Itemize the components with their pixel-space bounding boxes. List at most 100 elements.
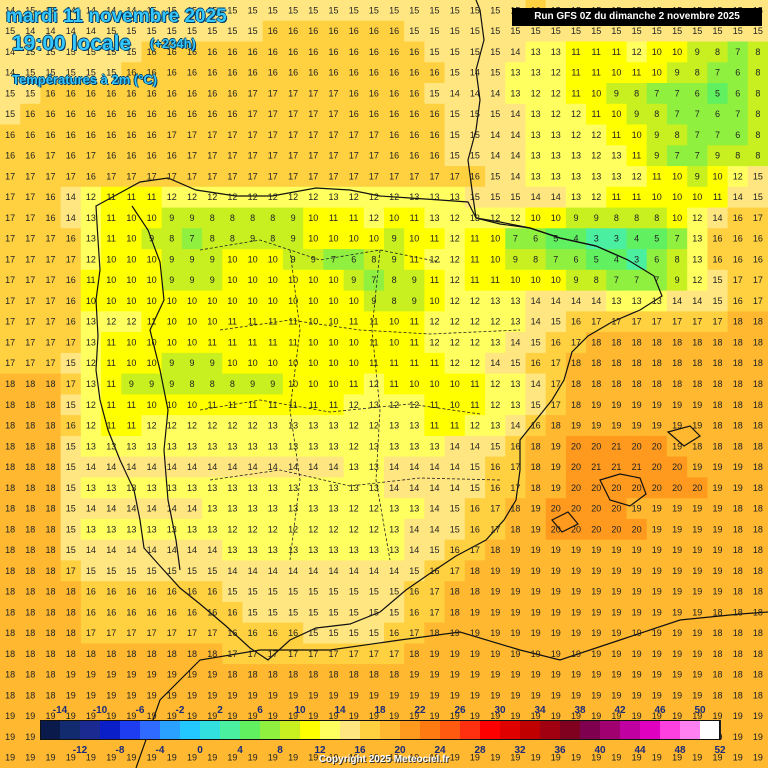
temp-cell — [363, 186, 385, 209]
temp-cell — [525, 601, 547, 624]
temp-value: 11 — [369, 317, 378, 327]
temp-value: 16 — [126, 109, 136, 119]
temp-value: 14 — [167, 504, 177, 514]
temp-value: 11 — [349, 213, 358, 223]
temp-value: 14 — [510, 47, 520, 57]
temp-value: 12 — [207, 192, 217, 202]
temp-cell — [343, 207, 365, 229]
temp-value: 19 — [531, 587, 541, 597]
temp-value: 18 — [531, 441, 541, 451]
temp-cell — [20, 705, 41, 728]
temp-value: 19 — [187, 690, 197, 700]
temp-value: 16 — [733, 296, 743, 306]
temp-value: 7 — [735, 47, 740, 57]
temp-cell — [606, 332, 628, 354]
temp-value: 15 — [187, 5, 197, 15]
temp-value: 16 — [25, 109, 35, 119]
temp-cell — [485, 498, 506, 520]
temp-cell — [606, 643, 628, 665]
temp-cell — [666, 435, 688, 458]
temp-value: 16 — [409, 109, 419, 119]
temp-cell — [0, 62, 21, 84]
temp-value: 12 — [369, 504, 379, 514]
temp-cell — [222, 249, 244, 271]
temp-value: 13 — [268, 483, 278, 493]
temp-cell — [121, 560, 143, 582]
temp-cell — [626, 269, 648, 292]
temp-cell — [424, 166, 446, 188]
temp-cell — [626, 62, 648, 84]
temp-value: 16 — [126, 68, 136, 78]
temp-value: 18 — [591, 358, 601, 368]
temp-cell — [202, 145, 223, 167]
temp-value: 15 — [450, 5, 460, 15]
temp-cell — [404, 539, 425, 562]
temp-cell — [545, 456, 567, 478]
temp-value: 17 — [349, 649, 359, 659]
temp-cell — [121, 622, 143, 645]
temp-value: 12 — [349, 421, 359, 431]
temp-value: 19 — [632, 711, 642, 721]
temp-cell — [606, 103, 628, 126]
legend-swatch — [300, 720, 321, 740]
temp-cell — [525, 456, 547, 478]
temp-cell — [80, 103, 102, 126]
temp-cell — [242, 228, 264, 250]
temp-cell — [505, 622, 527, 645]
temp-cell — [101, 685, 122, 707]
temp-value: 15 — [450, 130, 460, 140]
temp-cell — [747, 664, 768, 686]
temp-cell — [80, 601, 102, 624]
temp-cell — [525, 186, 547, 209]
temp-value: 15 — [551, 26, 561, 36]
temp-value: 10 — [369, 234, 379, 244]
temp-value: 16 — [409, 607, 419, 617]
temp-value: 14 — [531, 296, 541, 306]
temp-value: 19 — [591, 545, 601, 555]
temp-value: 15 — [652, 26, 662, 36]
temp-value: 16 — [187, 109, 197, 119]
temp-value: 13 — [429, 213, 439, 223]
temp-cell — [424, 145, 446, 167]
temp-cell — [404, 166, 425, 188]
temp-value: 19 — [66, 670, 76, 680]
temp-cell — [707, 20, 729, 43]
temp-value: 7 — [675, 88, 680, 98]
temp-cell — [181, 498, 203, 520]
temp-cell — [282, 643, 304, 665]
temp-value: 3 — [614, 234, 619, 244]
temp-value: 14 — [86, 545, 96, 555]
temp-value: 13 — [126, 524, 136, 534]
temp-value: 11 — [632, 192, 641, 202]
temp-cell — [727, 643, 749, 665]
temp-cell — [424, 124, 446, 146]
legend-tick-label: 26 — [454, 705, 466, 716]
temp-value: 16 — [147, 130, 157, 140]
temp-cell — [444, 643, 466, 665]
temp-cell — [323, 581, 345, 603]
temp-cell — [505, 435, 527, 458]
temp-value: 10 — [349, 234, 359, 244]
temp-value: 15 — [248, 607, 258, 617]
temp-cell — [505, 290, 527, 312]
temp-value: 15 — [369, 607, 379, 617]
temp-cell — [282, 539, 304, 562]
temp-value: 16 — [106, 109, 116, 119]
temp-value: 18 — [126, 649, 136, 659]
temp-value: 17 — [207, 628, 217, 638]
temp-cell — [323, 166, 345, 188]
temp-cell — [0, 477, 21, 499]
legend-tick-label: 0 — [197, 745, 203, 756]
temp-value: 13 — [248, 504, 258, 514]
temp-cell — [323, 394, 345, 416]
temp-cell — [202, 352, 223, 375]
temp-cell — [101, 539, 122, 562]
temp-cell — [666, 539, 688, 562]
temp-cell — [444, 373, 466, 395]
temp-value: 19 — [632, 587, 642, 597]
temp-value: 18 — [66, 587, 76, 597]
temp-cell — [80, 643, 102, 665]
temp-cell — [747, 207, 768, 229]
temp-value: 19 — [470, 670, 480, 680]
temp-value: 12 — [227, 524, 237, 534]
